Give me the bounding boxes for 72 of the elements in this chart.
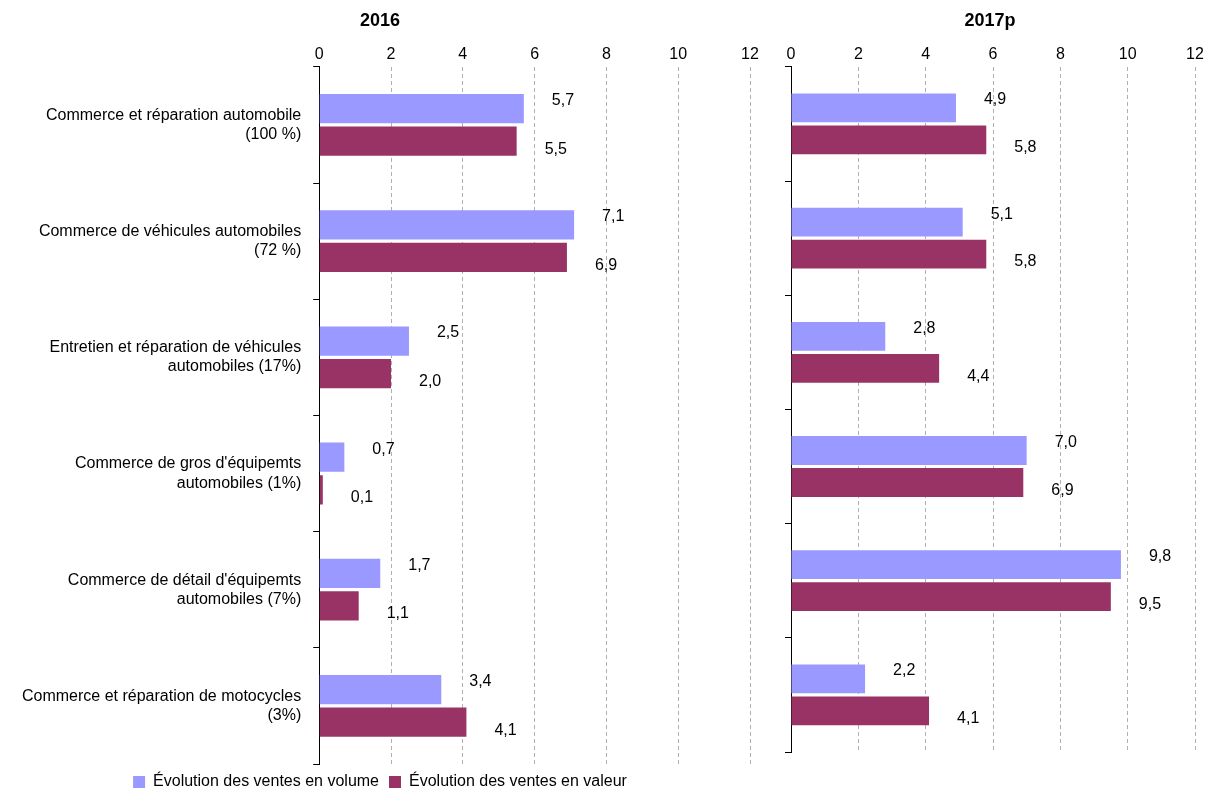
data-label: 2,8 — [913, 318, 936, 336]
bar — [791, 582, 1111, 612]
bar — [319, 93, 524, 124]
chart-title: 2016 — [359, 9, 401, 30]
x-tick-label: 10 — [1118, 44, 1137, 62]
bar — [791, 125, 987, 155]
data-label: 4,1 — [494, 720, 517, 738]
bar — [319, 442, 345, 472]
data-label: 5,5 — [544, 139, 568, 157]
bar — [791, 696, 930, 726]
data-label: 6,9 — [1051, 480, 1074, 498]
bar — [319, 558, 381, 589]
x-tick-label: 8 — [1055, 44, 1065, 62]
x-tick-label: 8 — [601, 44, 611, 62]
data-label: 5,8 — [1014, 138, 1037, 156]
bar — [791, 550, 1121, 580]
data-label: 7,0 — [1054, 432, 1078, 450]
data-label: 5,7 — [551, 91, 575, 109]
bar — [791, 436, 1027, 465]
bar — [791, 93, 956, 123]
bar — [791, 239, 987, 269]
x-tick-label: 6 — [988, 44, 998, 62]
chart-title: 2017p — [964, 9, 1016, 30]
y-tick-label: Commerce et réparation automobile (100 %) — [45, 105, 302, 142]
x-tick-label: 2 — [386, 44, 396, 62]
data-label: 4,9 — [983, 90, 1007, 108]
x-tick-label: 2 — [853, 44, 863, 62]
data-label: 9,5 — [1138, 595, 1162, 613]
data-label: 0,1 — [350, 488, 374, 506]
x-tick-label: 12 — [741, 44, 759, 62]
legend-label: Évolution des ventes en valeur — [409, 771, 628, 790]
data-label: 7,1 — [602, 207, 625, 225]
bar — [319, 707, 467, 737]
bar — [791, 468, 1024, 497]
bar — [319, 674, 442, 705]
data-label: 5,8 — [1014, 252, 1037, 270]
x-tick-label: 12 — [1186, 44, 1204, 62]
x-tick-label: 4 — [458, 44, 468, 62]
bar — [791, 321, 886, 351]
data-label: 4,1 — [957, 709, 980, 727]
bar — [791, 207, 963, 237]
bar — [791, 664, 866, 694]
data-label: 2,5 — [436, 323, 460, 341]
bar — [319, 358, 392, 389]
data-label: 4,4 — [967, 366, 990, 384]
y-tick-label: Commerce de gros d'équipemts automobiles (1%) — [74, 454, 302, 491]
data-label: 9,8 — [1148, 547, 1172, 565]
bar — [319, 326, 409, 356]
bar — [319, 126, 517, 156]
x-tick-label: 4 — [921, 44, 931, 62]
bar — [319, 591, 359, 621]
data-label: 1,7 — [408, 555, 431, 573]
y-tick-label: Commerce de véhicules automobiles (72 %) — [38, 221, 302, 259]
bar — [319, 475, 323, 505]
x-tick-label: 0 — [314, 44, 324, 62]
x-tick-label: 6 — [530, 44, 540, 62]
y-tick-label: Commerce de détail d'équipemts automobiles (7%) — [67, 570, 302, 607]
data-label: 6,9 — [594, 255, 618, 273]
legend-label: Évolution des ventes en volume — [153, 771, 380, 790]
data-label: 3,4 — [469, 672, 492, 690]
bar — [319, 210, 575, 240]
x-tick-label: 0 — [786, 44, 796, 62]
data-label: 5,1 — [990, 204, 1014, 222]
data-label: 2,0 — [419, 371, 442, 389]
bar — [791, 353, 940, 383]
data-label: 1,1 — [386, 604, 410, 622]
y-tick-label: Commerce et réparation de motocycles (3%) — [21, 686, 302, 723]
bar — [319, 242, 567, 273]
data-label: 2,2 — [893, 661, 916, 679]
y-tick-label: Entretien et réparation de véhicules automobiles (17%) — [49, 338, 302, 375]
data-label: 0,7 — [372, 439, 395, 457]
x-tick-label: 10 — [669, 44, 688, 62]
